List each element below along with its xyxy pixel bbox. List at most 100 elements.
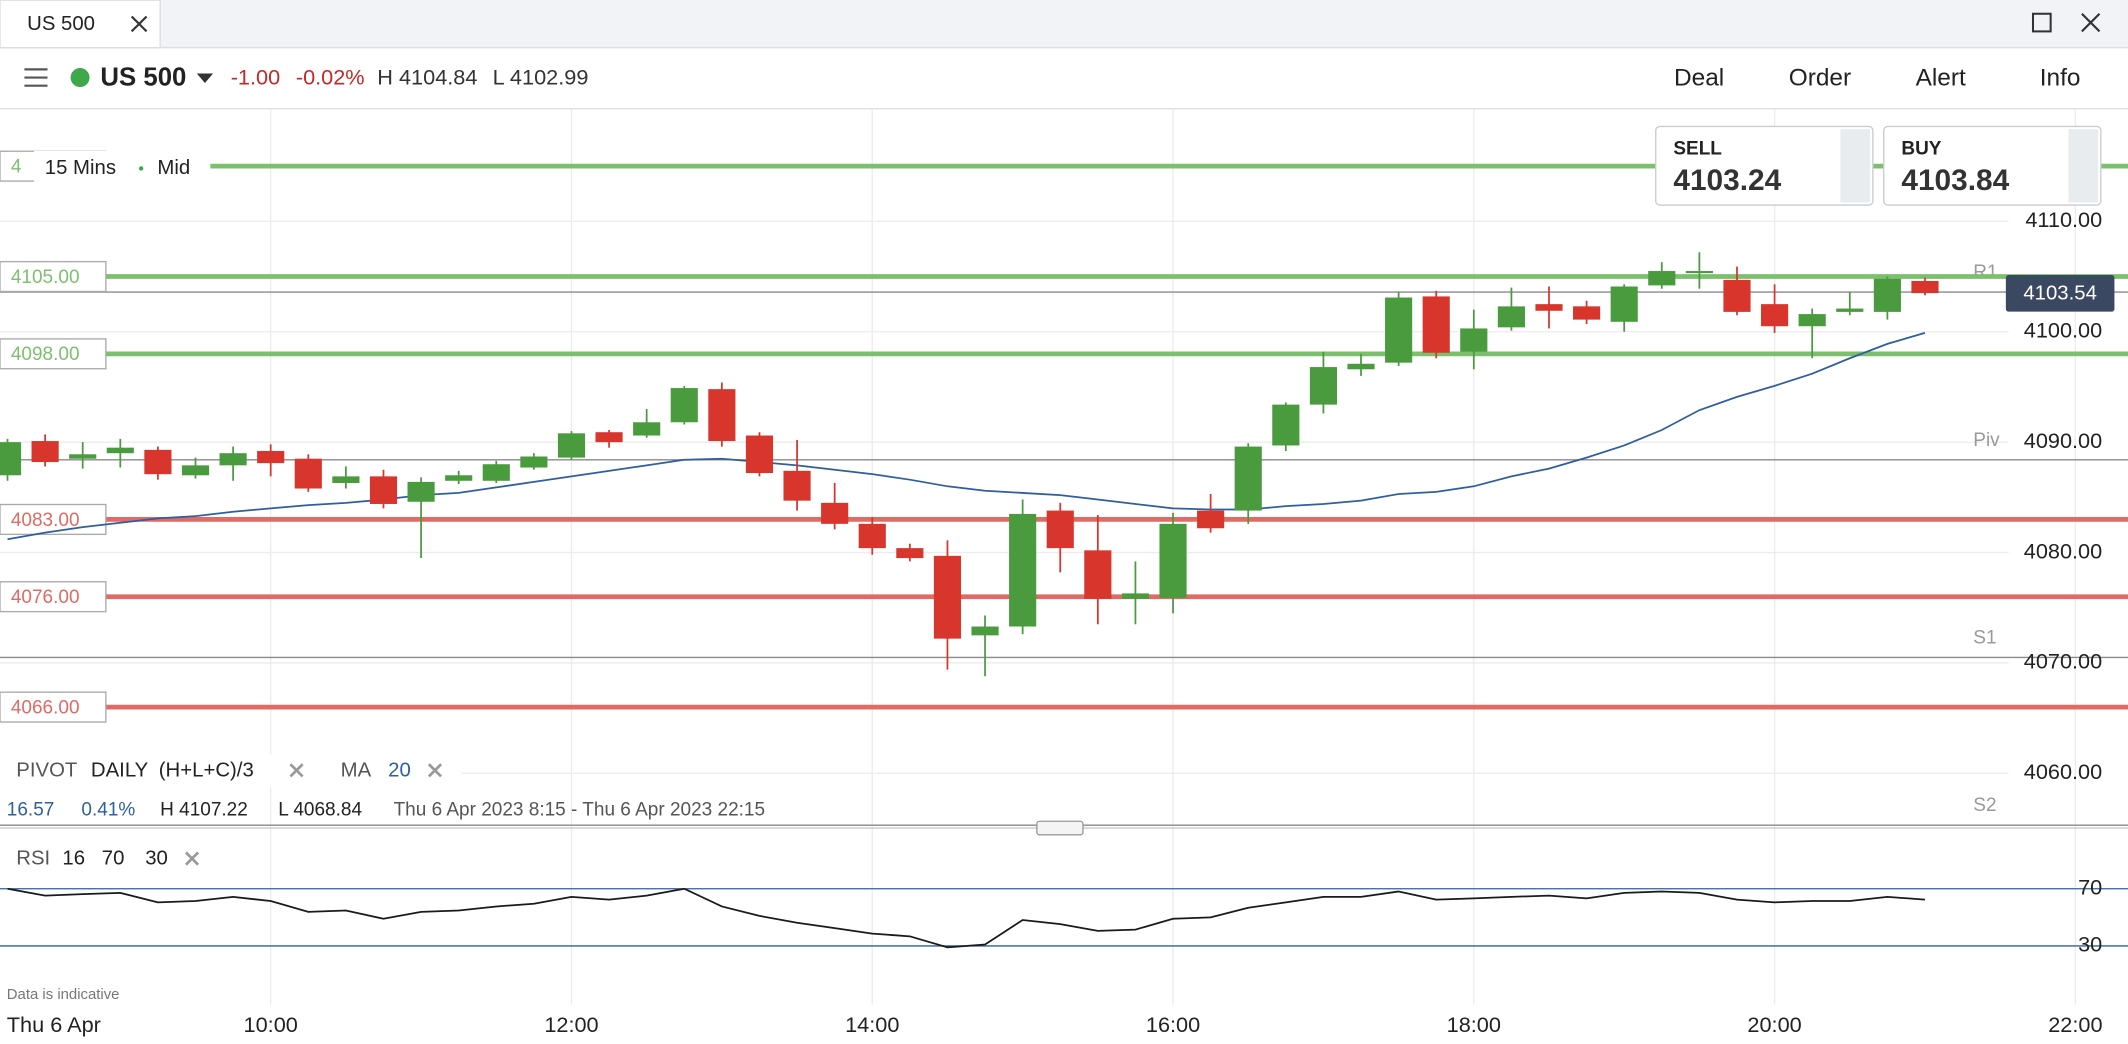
plot: R1 Piv S1 S2 4 4105.00 4098.00 4083.00 4076.00 40… — [0, 108, 2128, 1005]
rsi-param: 70 — [102, 848, 125, 870]
candle-body — [1535, 304, 1563, 311]
level-label-box — [0, 691, 107, 723]
pivot-formula: (H+L+C)/3 — [159, 759, 254, 781]
candle-body — [219, 453, 247, 466]
candle-body — [1798, 314, 1826, 327]
candle-body — [1347, 363, 1375, 370]
remove-rsi[interactable] — [184, 851, 200, 866]
buy-label: BUY — [1901, 138, 1941, 159]
window-close[interactable] — [2081, 12, 2101, 33]
x-tick-label: 12:00 — [544, 1012, 598, 1037]
candle-body — [31, 441, 59, 463]
candle-body — [858, 523, 886, 549]
x-tick-label: 22:00 — [2048, 1012, 2102, 1037]
candle-body — [1159, 523, 1187, 598]
current-price: 4103.54 — [2023, 282, 2097, 304]
x-tick-label: 14:00 — [845, 1012, 899, 1037]
candle-body — [1723, 279, 1751, 312]
candle-body — [1084, 550, 1112, 599]
candle-body — [971, 626, 999, 636]
candle-body — [557, 433, 586, 458]
rsi-label[interactable]: RSI — [16, 848, 50, 870]
candle-body — [294, 458, 322, 489]
overlay: 10:00 12:00 14:00 16:00 18:00 20:00 22:00 4060.… — [244, 207, 2115, 1037]
market-status — [70, 68, 90, 88]
candle-body — [633, 422, 661, 436]
candle-body — [745, 435, 774, 474]
maximize-icon[interactable] — [2031, 12, 2052, 33]
interval[interactable]: 15 Mins — [45, 157, 116, 179]
menu-item[interactable]: Info — [2040, 64, 2081, 91]
pivot-label: R1 — [1973, 262, 1997, 283]
menu-item[interactable]: Order — [1789, 64, 1851, 91]
y-tick-label: 4070.00 — [2024, 649, 2102, 674]
x-tick-label: 16:00 — [1146, 1012, 1200, 1037]
candle-body — [482, 464, 510, 481]
candle-body — [1648, 271, 1676, 286]
candle-body — [144, 449, 172, 475]
dropdown-arrow[interactable] — [196, 73, 214, 83]
buy-side — [2068, 129, 2099, 203]
rsi-line — [7, 887, 1926, 949]
buy-button[interactable] — [1883, 125, 2102, 206]
high: H 4104.84 — [377, 65, 477, 90]
rsi-tick-label: 70 — [2078, 874, 2102, 899]
x-tick-label: 10:00 — [244, 1012, 298, 1037]
candle-body — [595, 432, 623, 443]
remove-pivot[interactable] — [289, 763, 304, 778]
candle-body — [1836, 308, 1864, 312]
tab[interactable] — [0, 0, 161, 49]
pivot-label: S2 — [1973, 795, 1996, 816]
menu-item[interactable]: Alert — [1916, 64, 1966, 91]
candle-body — [783, 470, 811, 501]
candle-body — [1761, 304, 1789, 327]
x-tick-label: 18:00 — [1447, 1012, 1501, 1037]
candle-body — [407, 481, 435, 502]
instrument[interactable]: US 500 — [100, 64, 186, 92]
change-pct: -0.02% — [296, 65, 365, 90]
candle-body — [1309, 367, 1337, 405]
current-price-box — [2005, 275, 2115, 312]
level-label-box — [0, 260, 107, 293]
candle-body — [821, 502, 849, 524]
ma-line — [7, 332, 1926, 541]
level-label: 4066.00 — [11, 697, 80, 718]
candle-body — [332, 476, 360, 483]
tab-bar — [0, 0, 2128, 48]
candle-body — [1911, 280, 1939, 294]
sell-label: SELL — [1673, 138, 1722, 159]
level-label: 4098.00 — [11, 344, 80, 365]
candle-body — [933, 555, 962, 639]
candle-body — [1009, 513, 1037, 627]
sell-button[interactable] — [1655, 125, 1874, 206]
menu-item[interactable]: Deal — [1674, 64, 1724, 91]
price-type[interactable]: Mid — [157, 157, 190, 179]
ma-period: 20 — [388, 759, 411, 781]
candle-body — [896, 548, 924, 559]
level-label: 4 — [11, 157, 22, 178]
pivot-label[interactable]: PIVOT — [16, 759, 77, 781]
summary-low: L 4068.84 — [278, 799, 362, 820]
rsi-param: 30 — [145, 848, 168, 870]
candle-body — [1121, 593, 1150, 599]
rsi-param: 16 — [62, 848, 85, 870]
candle-body — [1385, 297, 1413, 363]
y-tick-label: 4090.00 — [2024, 428, 2102, 453]
candle-body — [106, 447, 134, 454]
tab-close[interactable] — [130, 15, 148, 33]
level-label-box — [0, 503, 107, 536]
interval-box[interactable] — [33, 150, 211, 185]
candle-body — [257, 450, 285, 464]
candle-body — [1497, 306, 1525, 328]
candle-body — [69, 454, 97, 459]
ma-label[interactable]: MA — [341, 759, 372, 781]
level-label: 4105.00 — [11, 267, 80, 288]
indicator-bar — [0, 754, 462, 788]
menu-icon[interactable] — [24, 68, 48, 87]
resize-handle[interactable] — [1036, 820, 1084, 836]
remove-ma[interactable] — [427, 763, 443, 778]
candle-body — [708, 389, 736, 442]
separator-dot — [138, 166, 144, 171]
candle-body — [369, 476, 398, 504]
